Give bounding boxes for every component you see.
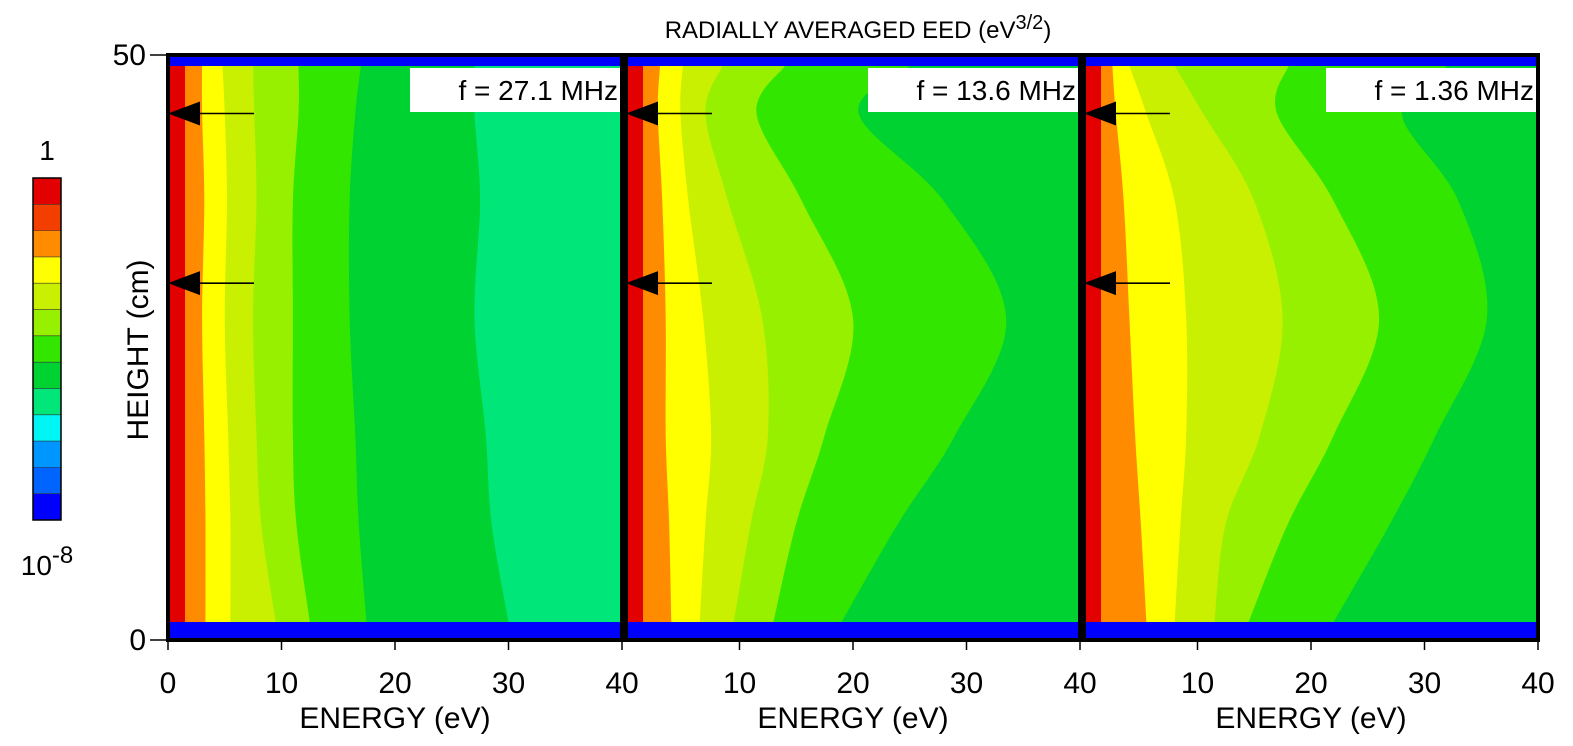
colorbar-swatch (33, 178, 61, 205)
x-axis-label: ENERGY (eV) (299, 702, 490, 735)
arrow-head (168, 271, 200, 296)
colorbar-min-label: 10-8 (21, 542, 74, 581)
x-tick-label: 40 (1521, 667, 1554, 700)
x-tick-label: 30 (1408, 667, 1441, 700)
colorbar-swatch (33, 256, 61, 284)
x-tick-label: 10 (723, 667, 756, 700)
x-tick-label: 0 (160, 667, 177, 700)
panel-3: f = 1.36 MHz (1082, 53, 1540, 642)
plot-panels: f = 27.1 MHz f = 13.6 MHz f = 1.36 MHz (166, 53, 1540, 642)
frequency-label: f = 1.36 MHz (1374, 75, 1534, 106)
arrow-head (168, 101, 200, 126)
colorbar-swatch (33, 362, 61, 389)
colorbar-frame (32, 177, 62, 521)
x-tick-label: 30 (950, 667, 983, 700)
x-tick-label: 20 (378, 667, 411, 700)
x-axis-label: ENERGY (eV) (1215, 702, 1406, 735)
colorbar-swatch (33, 335, 61, 363)
x-tick-label: 10 (265, 667, 298, 700)
arrow-head (626, 271, 658, 296)
x-tick-label: 10 (1181, 667, 1214, 700)
frequency-label-box (410, 68, 622, 112)
contour-band-peak (626, 66, 644, 622)
x-tick-label: 20 (836, 667, 869, 700)
arrow-head (1084, 101, 1116, 126)
arrow-head (626, 101, 658, 126)
colorbar-swatch (33, 493, 61, 521)
colorbar-swatch (33, 309, 61, 337)
contour-band-peak (168, 66, 186, 622)
frequency-label: f = 13.6 MHz (916, 75, 1076, 106)
panel-2: f = 13.6 MHz (624, 53, 1082, 642)
colorbar-swatch (33, 388, 61, 416)
panel-1: f = 27.1 MHz (166, 53, 624, 642)
x-tick-label: 40 (1063, 667, 1096, 700)
x-tick-label: 30 (492, 667, 525, 700)
contour-band-peak (1084, 66, 1102, 622)
y-tick-label: 50 (113, 39, 146, 72)
chart-title: RADIALLY AVERAGED EED (eV3/2) (665, 12, 1052, 44)
colorbar-swatch (33, 283, 61, 311)
colorbar-max-label: 1 (39, 135, 55, 166)
colorbar-swatch (33, 414, 61, 442)
colorbar-swatch (33, 441, 61, 468)
frequency-label: f = 27.1 MHz (458, 75, 618, 106)
colorbar-swatch (33, 204, 61, 232)
y-axis-label: HEIGHT (cm) (122, 259, 155, 440)
colorbar-swatch (33, 467, 61, 495)
arrow-head (1084, 271, 1116, 296)
y-tick-label: 0 (129, 624, 146, 657)
colorbar-swatch (33, 230, 61, 258)
x-axis-label: ENERGY (eV) (757, 702, 948, 735)
colorbar: 1 10-8 (21, 135, 74, 581)
frequency-label-box (1326, 68, 1538, 112)
frequency-label-box (868, 68, 1080, 112)
x-tick-label: 40 (605, 667, 638, 700)
x-tick-label: 20 (1294, 667, 1327, 700)
